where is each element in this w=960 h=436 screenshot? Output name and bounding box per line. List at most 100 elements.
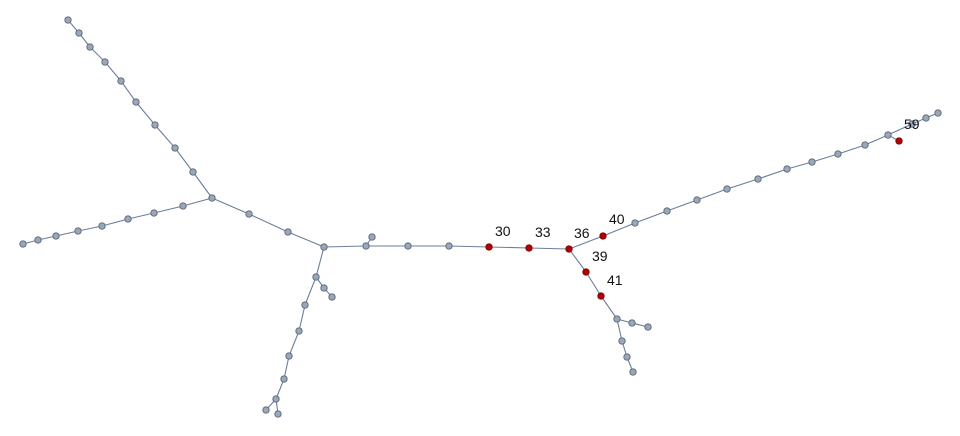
node <box>280 375 288 383</box>
edge-b6-b7 <box>127 212 155 220</box>
node-59 <box>895 137 903 145</box>
edge-a4-a5 <box>104 61 122 82</box>
edge-b3-b4 <box>55 230 79 237</box>
node <box>618 337 626 345</box>
edge-a6-a7 <box>135 101 156 126</box>
node <box>295 327 303 335</box>
node <box>151 121 159 129</box>
node <box>320 243 328 251</box>
edge-n39-n41 <box>585 271 602 297</box>
edge-d4-d5 <box>298 304 306 332</box>
edge-g2-g3 <box>666 199 698 212</box>
node <box>19 240 27 248</box>
edge-e4-n30 <box>448 245 490 248</box>
edge-d6-d7 <box>283 355 290 380</box>
edge-a5-a6 <box>120 80 137 103</box>
node <box>861 141 869 149</box>
edge-hubL-c1 <box>211 197 250 215</box>
node <box>631 219 639 227</box>
edge-c2-hubC <box>287 231 325 248</box>
node <box>117 77 125 85</box>
node-label-59: 59 <box>904 116 920 132</box>
node <box>884 131 892 139</box>
node <box>908 120 916 128</box>
node-39 <box>582 268 590 276</box>
node-label-39: 39 <box>592 248 608 264</box>
node-label-36: 36 <box>574 225 590 241</box>
node <box>301 301 309 309</box>
node <box>934 109 942 117</box>
edge-g8-g9 <box>837 144 866 155</box>
node <box>284 228 292 236</box>
node <box>101 58 109 66</box>
edge-hubC-d1 <box>315 246 325 278</box>
node <box>623 353 631 361</box>
node-41 <box>597 292 605 300</box>
edges-layer <box>22 19 939 415</box>
edge-a8-a9 <box>174 147 194 173</box>
edge-g4-g5 <box>726 178 759 190</box>
edge-n41-f1 <box>600 295 618 320</box>
node <box>613 315 621 323</box>
node <box>629 368 637 376</box>
node <box>86 43 94 51</box>
node <box>328 293 336 301</box>
node <box>75 29 83 37</box>
node <box>628 319 636 327</box>
node <box>783 165 791 173</box>
node <box>644 323 652 331</box>
node <box>368 233 376 241</box>
node <box>34 236 42 244</box>
node <box>189 168 197 176</box>
edge-b4-b5 <box>77 225 103 232</box>
nodes-layer <box>19 16 942 418</box>
node <box>320 284 328 292</box>
node <box>922 114 930 122</box>
node-label-33: 33 <box>535 224 551 240</box>
node <box>64 16 72 24</box>
edge-b5-b6 <box>101 218 129 227</box>
node <box>285 352 293 360</box>
node-36 <box>565 245 573 253</box>
node <box>74 227 82 235</box>
node <box>723 185 731 193</box>
edge-f1-f4 <box>616 318 623 342</box>
edge-n40-g1 <box>602 222 636 237</box>
node <box>404 242 412 250</box>
node <box>245 210 253 218</box>
edge-g3-g4 <box>696 188 728 201</box>
node-label-41: 41 <box>607 272 623 288</box>
edge-n36-n39 <box>568 248 587 273</box>
edge-hubC-e2 <box>323 245 367 248</box>
node <box>124 215 132 223</box>
node <box>98 222 106 230</box>
node <box>754 175 762 183</box>
edge-c1-c2 <box>248 213 289 233</box>
node <box>171 144 179 152</box>
node-33 <box>525 244 533 252</box>
edge-d1-d4 <box>304 276 317 306</box>
node <box>445 242 453 250</box>
edge-n36-n40 <box>568 235 604 250</box>
edge-a9-hubL <box>192 171 213 199</box>
edge-b8-hubL <box>182 197 213 207</box>
node <box>179 202 187 210</box>
node <box>693 196 701 204</box>
node-40 <box>599 232 607 240</box>
edge-g6-g7 <box>786 161 813 170</box>
node <box>663 207 671 215</box>
edge-b7-b8 <box>153 205 184 214</box>
node <box>274 410 282 418</box>
edge-n33-n36 <box>528 247 570 250</box>
node-30 <box>485 243 493 251</box>
edge-d5-d6 <box>288 330 300 357</box>
node <box>808 158 816 166</box>
edge-a7-a8 <box>154 124 176 149</box>
node-label-30: 30 <box>495 223 511 239</box>
node <box>272 395 280 403</box>
edge-g5-g6 <box>757 168 788 180</box>
edge-n30-n33 <box>488 246 530 249</box>
edge-g10-g11 <box>887 123 913 136</box>
